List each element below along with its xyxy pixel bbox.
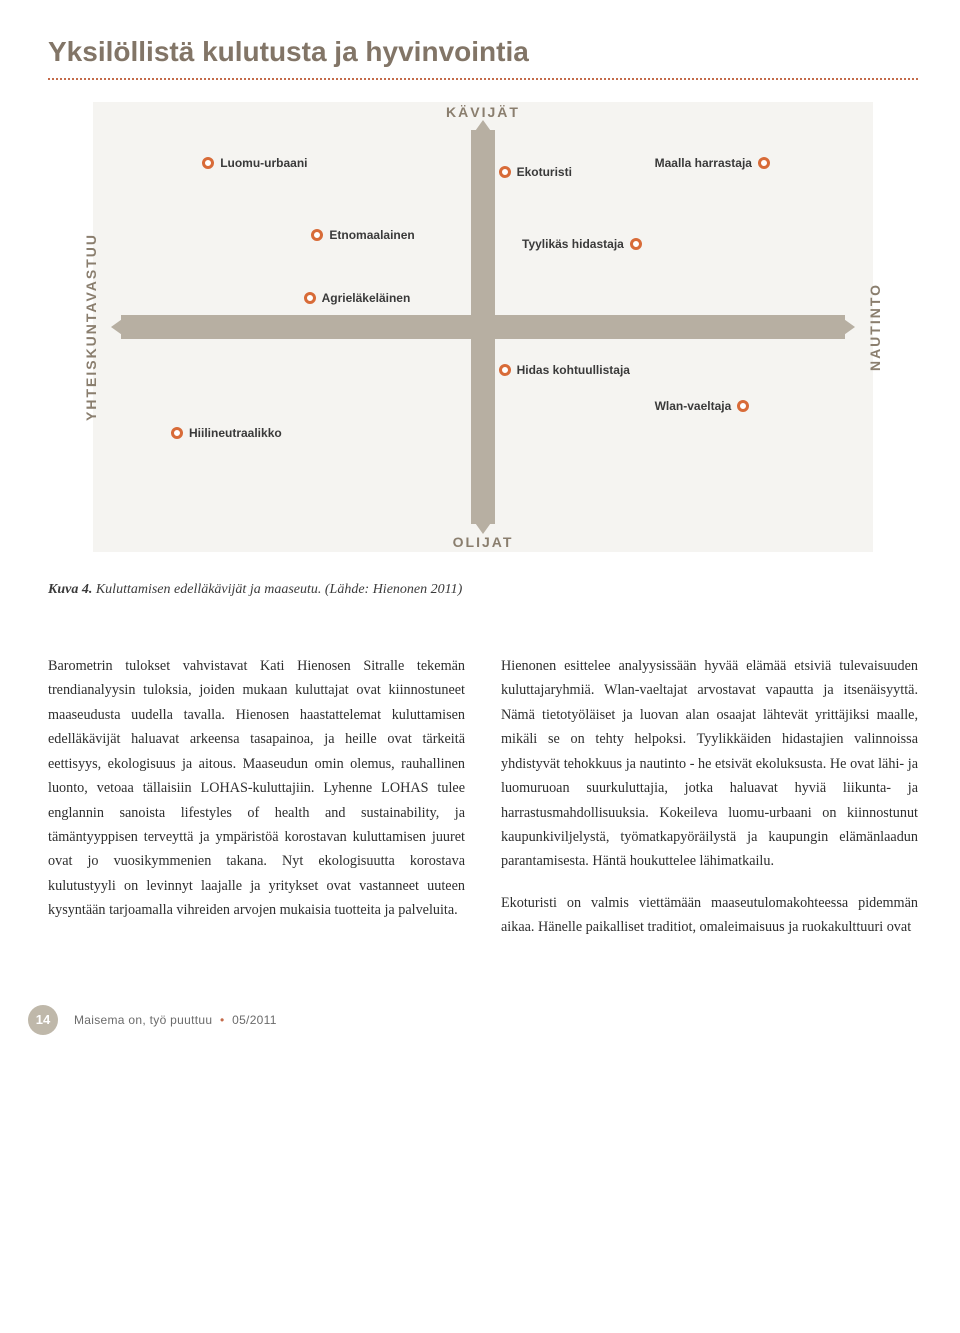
chart-point: Tyylikäs hidastaja [522, 237, 642, 251]
chart-point: Hiilineutraalikko [171, 426, 282, 440]
chart-horizontal-axis-bar [121, 315, 845, 339]
chart-marker-icon [171, 427, 183, 439]
body-paragraph: Barometrin tulokset vahvistavat Kati Hie… [48, 654, 465, 923]
arrow-right-icon [841, 317, 855, 337]
axis-label-top: KÄVIJÄT [446, 104, 520, 120]
chart-marker-icon [758, 157, 770, 169]
body-column-right: Hienonen esittelee analyysissään hyvää e… [501, 654, 918, 957]
body-columns: Barometrin tulokset vahvistavat Kati Hie… [48, 654, 918, 957]
footer-text: Maisema on, työ puuttuu • 05/2011 [74, 1013, 277, 1027]
figure-caption: Kuva 4. Kuluttamisen edelläkävijät ja ma… [48, 582, 918, 598]
axis-label-left: YHTEISKUNTAVASTUU [83, 233, 99, 421]
chart-marker-icon [202, 157, 214, 169]
chart-point: Hidas kohtuullistaja [499, 363, 630, 377]
quadrant-chart: KÄVIJÄT OLIJAT YHTEISKUNTAVASTUU NAUTINT… [93, 102, 873, 552]
body-paragraph: Ekoturisti on valmis viettämään maaseutu… [501, 891, 918, 940]
dotted-rule [48, 78, 918, 80]
figure-caption-number: Kuva 4. [48, 582, 92, 597]
footer-issue: 05/2011 [232, 1013, 277, 1027]
chart-marker-icon [737, 400, 749, 412]
chart-point-label: Wlan-vaeltaja [655, 399, 732, 413]
footer-source-title: Maisema on, työ puuttuu [74, 1013, 212, 1027]
chart-point: Luomu-urbaani [202, 156, 307, 170]
axis-label-bottom: OLIJAT [453, 534, 514, 550]
chart-marker-icon [630, 238, 642, 250]
chart-point-label: Maalla harrastaja [655, 156, 752, 170]
arrow-down-icon [473, 520, 493, 534]
chart-marker-icon [499, 166, 511, 178]
chart-point-label: Hidas kohtuullistaja [517, 363, 630, 377]
chart-point-label: Etnomaalainen [329, 228, 414, 242]
figure-caption-text: Kuluttamisen edelläkävijät ja maaseutu. … [92, 582, 462, 597]
page-number-badge: 14 [28, 1005, 58, 1035]
chart-point-label: Agrieläkeläinen [322, 291, 411, 305]
chart-marker-icon [311, 229, 323, 241]
arrow-up-icon [473, 120, 493, 134]
dot-separator-icon: • [216, 1013, 229, 1027]
chart-point: Agrieläkeläinen [304, 291, 411, 305]
page-title: Yksilöllistä kulutusta ja hyvinvointia [48, 36, 918, 68]
axis-label-right: NAUTINTO [867, 283, 883, 371]
chart-marker-icon [304, 292, 316, 304]
chart-point: Wlan-vaeltaja [655, 399, 750, 413]
chart-point-label: Ekoturisti [517, 165, 572, 179]
arrow-left-icon [111, 317, 125, 337]
body-column-left: Barometrin tulokset vahvistavat Kati Hie… [48, 654, 465, 957]
chart-point: Maalla harrastaja [655, 156, 770, 170]
chart-point-label: Hiilineutraalikko [189, 426, 282, 440]
chart-point: Ekoturisti [499, 165, 572, 179]
chart-point-label: Tyylikäs hidastaja [522, 237, 624, 251]
body-paragraph: Hienonen esittelee analyysissään hyvää e… [501, 654, 918, 874]
chart-point: Etnomaalainen [311, 228, 414, 242]
chart-marker-icon [499, 364, 511, 376]
page-footer: 14 Maisema on, työ puuttuu • 05/2011 [48, 1005, 918, 1035]
chart-point-label: Luomu-urbaani [220, 156, 307, 170]
